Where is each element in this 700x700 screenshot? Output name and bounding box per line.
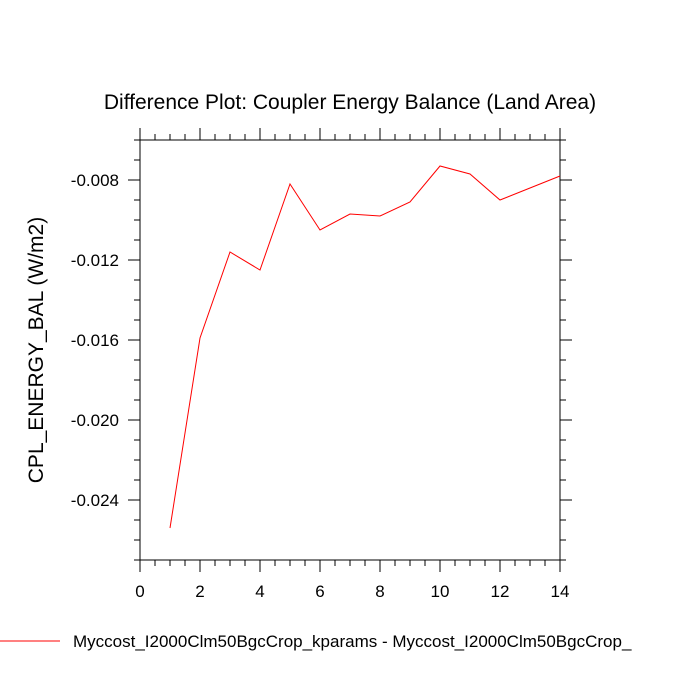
x-tick-label: 0 <box>135 582 144 601</box>
chart-title: Difference Plot: Coupler Energy Balance … <box>104 91 596 114</box>
x-tick-label: 10 <box>431 582 450 601</box>
legend: Myccost_I2000Clm50BgcCrop_kparams - Mycc… <box>0 632 632 651</box>
y-tick-label: -0.020 <box>71 411 119 430</box>
y-tick-label: -0.008 <box>71 171 119 190</box>
x-tick-label: 8 <box>375 582 384 601</box>
series-layer <box>169 165 561 529</box>
plot-frame <box>139 139 561 561</box>
y-axis-label: CPL_ENERGY_BAL (W/m2) <box>25 217 48 483</box>
x-tick-label: 14 <box>551 582 570 601</box>
x-axis: 0 2 4 6 8 10 12 14 <box>135 128 569 601</box>
y-tick-label: -0.016 <box>71 331 119 350</box>
y-axis: -0.024 -0.020 -0.016 -0.012 -0.008 <box>71 171 572 510</box>
legend-label: Myccost_I2000Clm50BgcCrop_kparams - Mycc… <box>73 632 632 651</box>
y-tick-label: -0.012 <box>71 251 119 270</box>
x-tick-label: 6 <box>315 582 324 601</box>
y-tick-label: -0.024 <box>71 491 119 510</box>
series-line-0 <box>169 165 561 529</box>
minor-ticks <box>134 134 566 566</box>
x-tick-label: 2 <box>195 582 204 601</box>
x-tick-label: 12 <box>491 582 510 601</box>
x-tick-label: 4 <box>255 582 264 601</box>
